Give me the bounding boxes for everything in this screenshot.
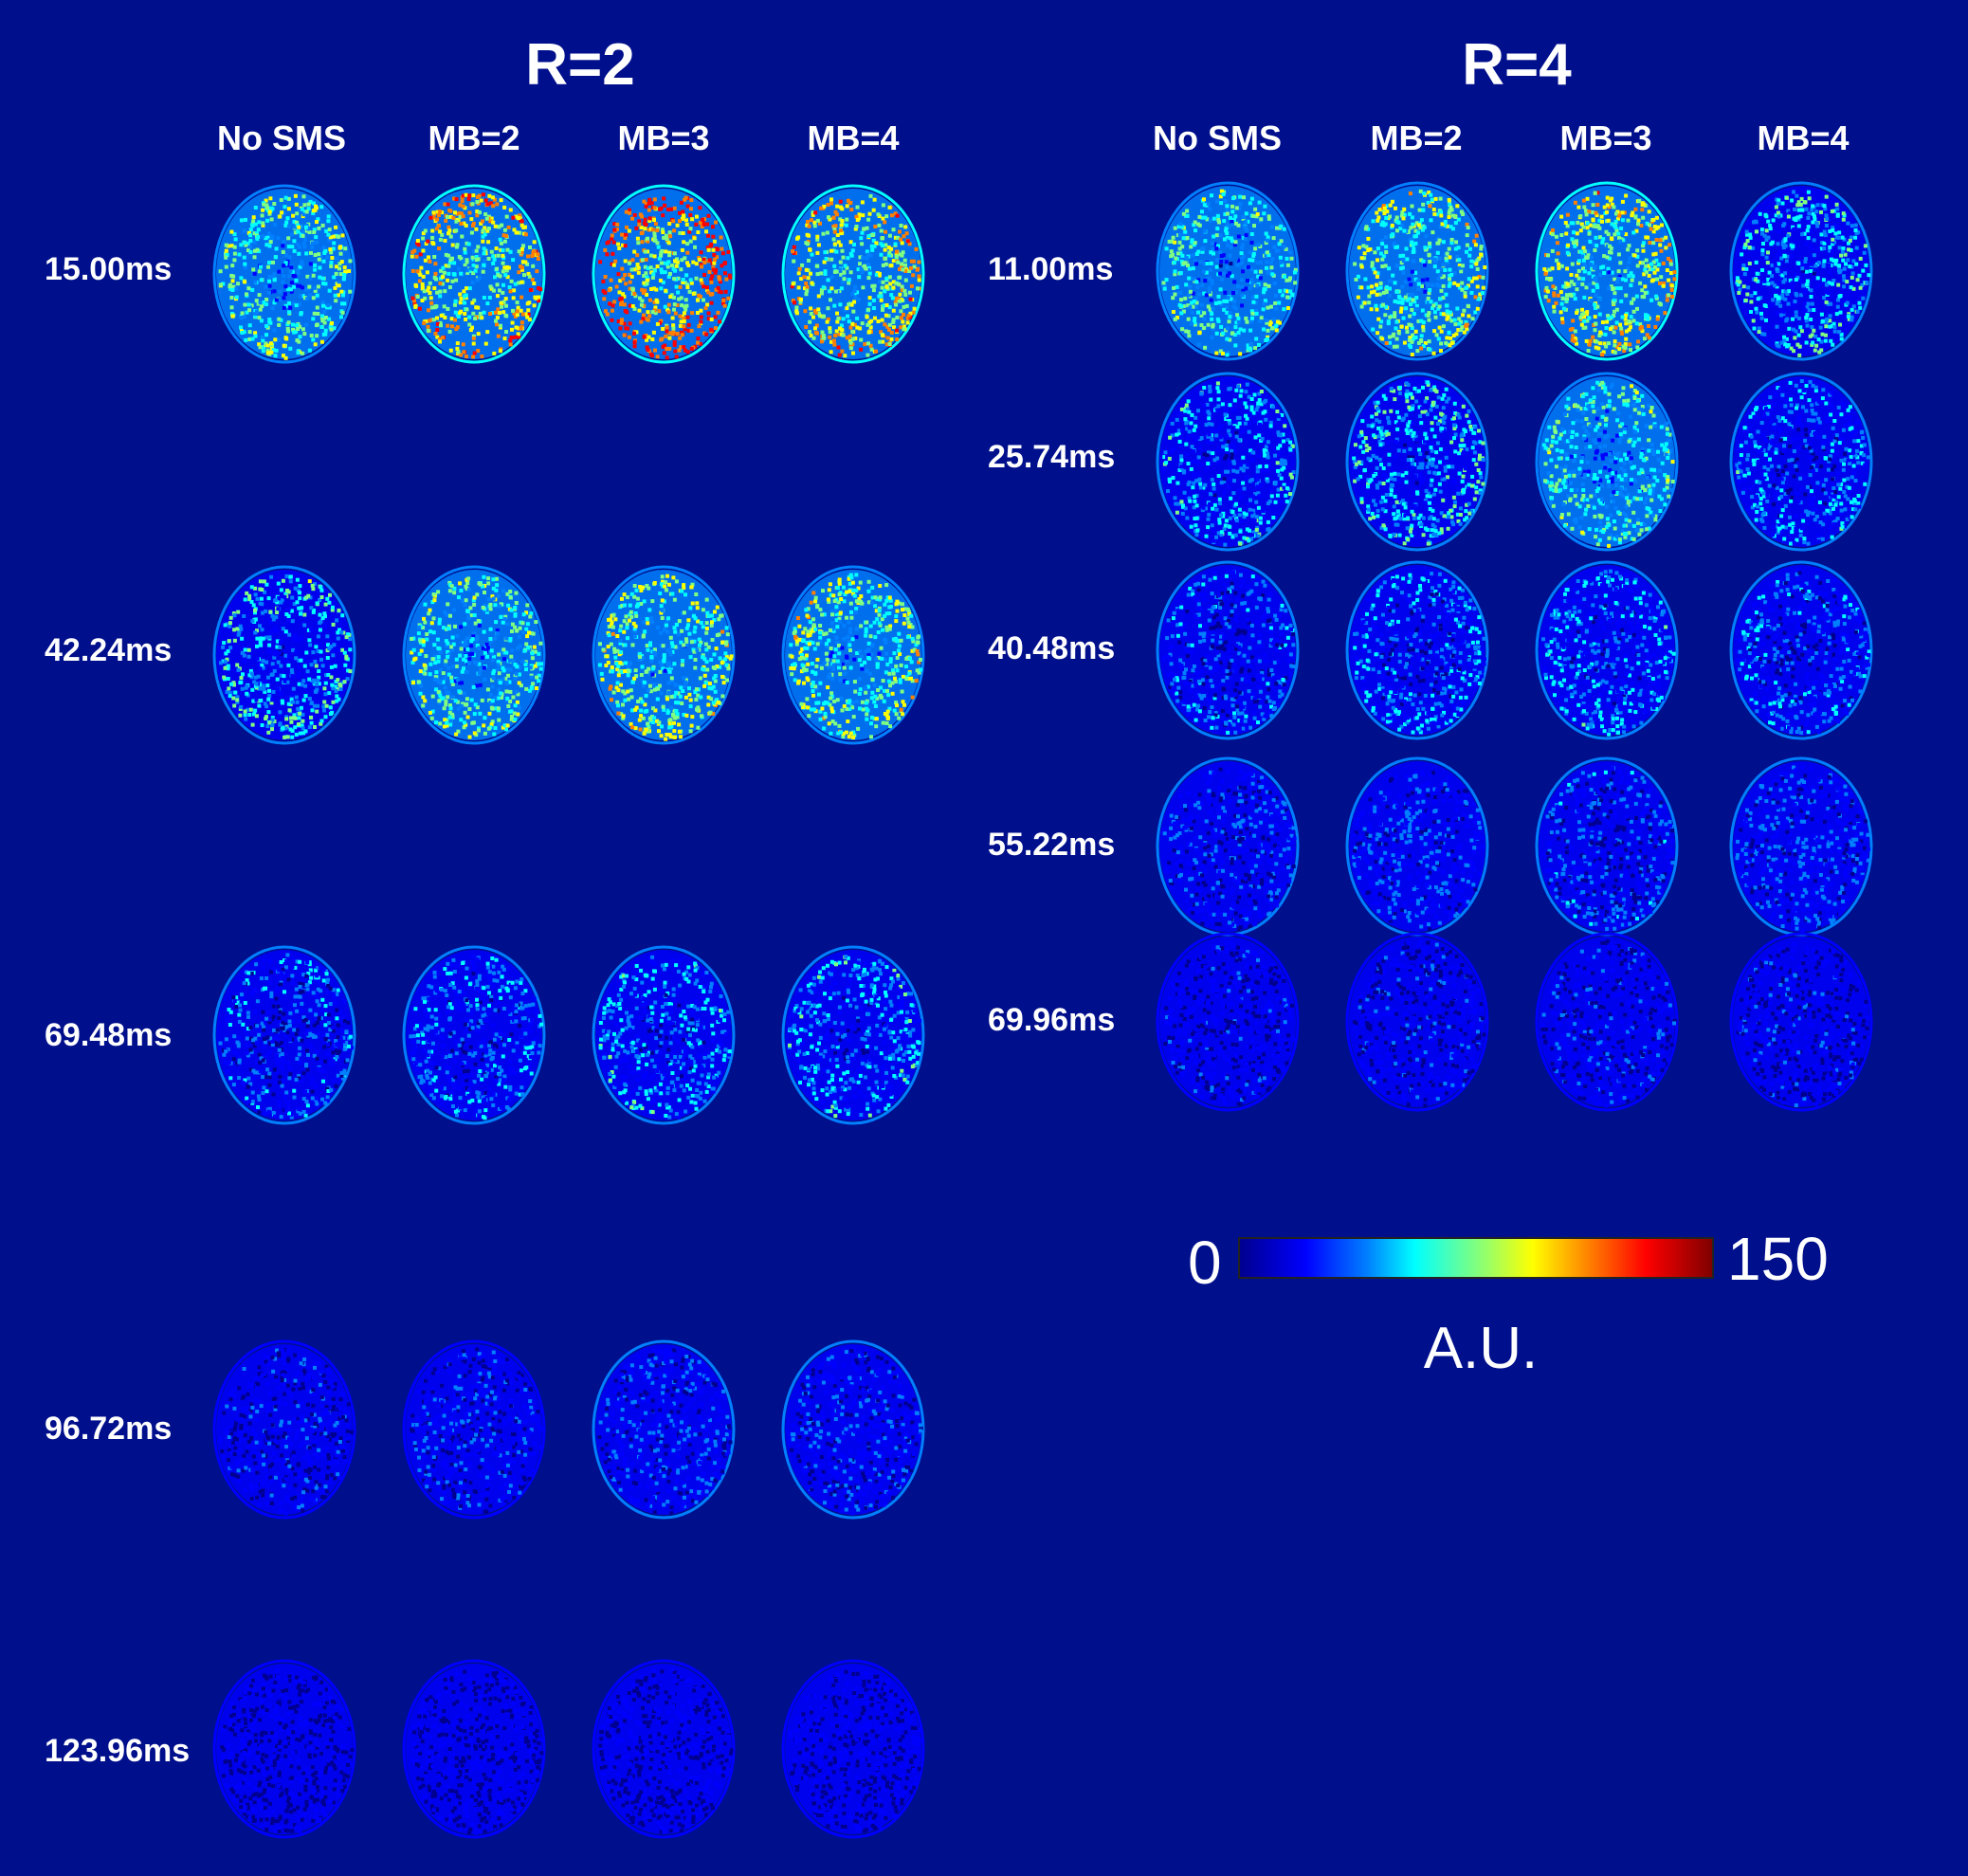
brain-image — [1711, 556, 1891, 745]
brain-image — [1711, 927, 1891, 1117]
column-header: MB=3 — [1559, 121, 1651, 155]
column-header: No SMS — [217, 121, 346, 155]
brain-image — [1138, 176, 1318, 366]
brain-image — [1327, 367, 1507, 556]
column-header: MB=4 — [1757, 121, 1849, 155]
brain-image — [1517, 752, 1697, 941]
brain-image — [194, 1654, 374, 1844]
brain-image — [1517, 367, 1697, 556]
row-label: 11.00ms — [988, 253, 1113, 285]
brain-image — [763, 560, 943, 750]
brain-image — [384, 1654, 564, 1844]
row-label: 25.74ms — [988, 441, 1115, 473]
row-label: 69.96ms — [988, 1004, 1115, 1036]
column-header: MB=2 — [1370, 121, 1462, 155]
brain-image — [1517, 927, 1697, 1117]
brain-image — [574, 940, 754, 1130]
brain-image — [1327, 176, 1507, 366]
brain-image — [574, 1335, 754, 1524]
brain-image — [1711, 176, 1891, 366]
brain-image — [194, 1335, 374, 1524]
row-label: 55.22ms — [988, 829, 1115, 861]
brain-image — [1517, 176, 1697, 366]
brain-image — [384, 560, 564, 750]
colorbar-unit-label: A.U. — [1424, 1320, 1539, 1378]
colorbar — [1238, 1237, 1714, 1279]
column-header: MB=3 — [617, 121, 709, 155]
column-header: MB=2 — [428, 121, 519, 155]
brain-image — [763, 1335, 943, 1524]
brain-image — [194, 179, 374, 369]
column-header: No SMS — [1153, 121, 1282, 155]
brain-image — [1327, 927, 1507, 1117]
brain-image — [384, 179, 564, 369]
brain-image — [574, 179, 754, 369]
brain-image — [1138, 752, 1318, 941]
colorbar-max-label: 150 — [1727, 1229, 1829, 1289]
brain-image — [1517, 556, 1697, 745]
row-label: 42.24ms — [45, 634, 172, 666]
brain-image — [1138, 367, 1318, 556]
row-label: 123.96ms — [45, 1735, 190, 1767]
brain-image — [763, 1654, 943, 1844]
column-header: MB=4 — [807, 121, 899, 155]
brain-image — [763, 940, 943, 1130]
brain-image — [574, 560, 754, 750]
group-title-r2: R=2 — [525, 36, 634, 95]
row-label: 40.48ms — [988, 632, 1115, 665]
brain-image — [384, 940, 564, 1130]
brain-image — [194, 560, 374, 750]
brain-image — [1327, 752, 1507, 941]
brain-image — [1138, 927, 1318, 1117]
brain-image — [574, 1654, 754, 1844]
row-label: 96.72ms — [45, 1412, 172, 1445]
brain-image — [1138, 556, 1318, 745]
brain-image — [1327, 556, 1507, 745]
brain-image — [763, 179, 943, 369]
row-label: 15.00ms — [45, 253, 172, 285]
row-label: 69.48ms — [45, 1019, 172, 1051]
brain-image — [1711, 752, 1891, 941]
brain-image — [194, 940, 374, 1130]
brain-image — [384, 1335, 564, 1524]
group-title-r4: R=4 — [1462, 36, 1571, 95]
brain-image — [1711, 367, 1891, 556]
colorbar-min-label: 0 — [1188, 1232, 1222, 1293]
